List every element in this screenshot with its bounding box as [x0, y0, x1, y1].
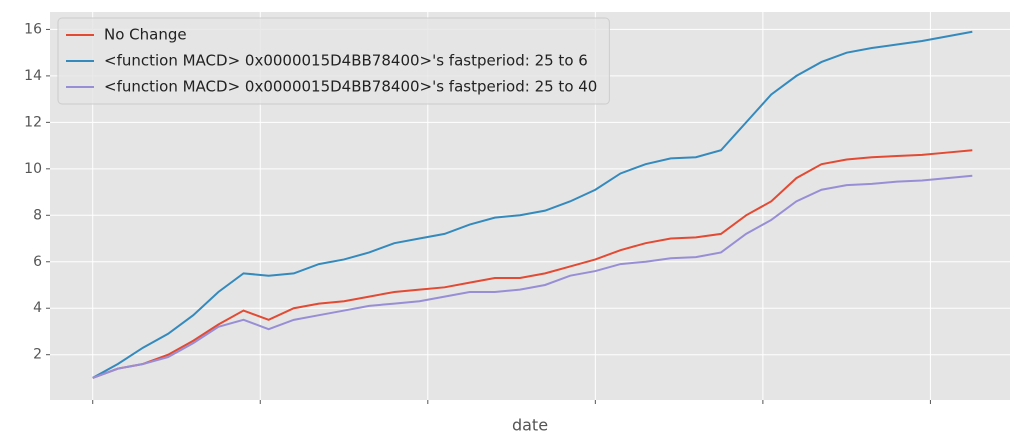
- y-tick-label: 8: [33, 207, 42, 223]
- legend-label: No Change: [104, 26, 187, 44]
- y-tick-label: 12: [24, 114, 42, 130]
- y-tick-label: 10: [24, 161, 42, 177]
- legend-box: [57, 17, 610, 105]
- y-tick-label: 2: [33, 347, 42, 363]
- x-axis-label: date: [512, 416, 548, 435]
- series-line: [92, 30, 973, 379]
- legend-label: <function MACD> 0x0000015D4BB78400>'s fa…: [104, 78, 597, 96]
- series-line: [92, 149, 973, 379]
- legend-label: <function MACD> 0x0000015D4BB78400>'s fa…: [104, 52, 588, 70]
- y-tick-label: 14: [24, 68, 42, 84]
- series-line: [92, 174, 973, 379]
- y-tick-label: 6: [33, 254, 42, 270]
- legend: No Change <function MACD> 0x0000015D4BB78…: [57, 17, 610, 105]
- lines: [92, 30, 973, 379]
- y-tick-label: 16: [24, 21, 42, 37]
- y-tick-label: 4: [33, 300, 42, 316]
